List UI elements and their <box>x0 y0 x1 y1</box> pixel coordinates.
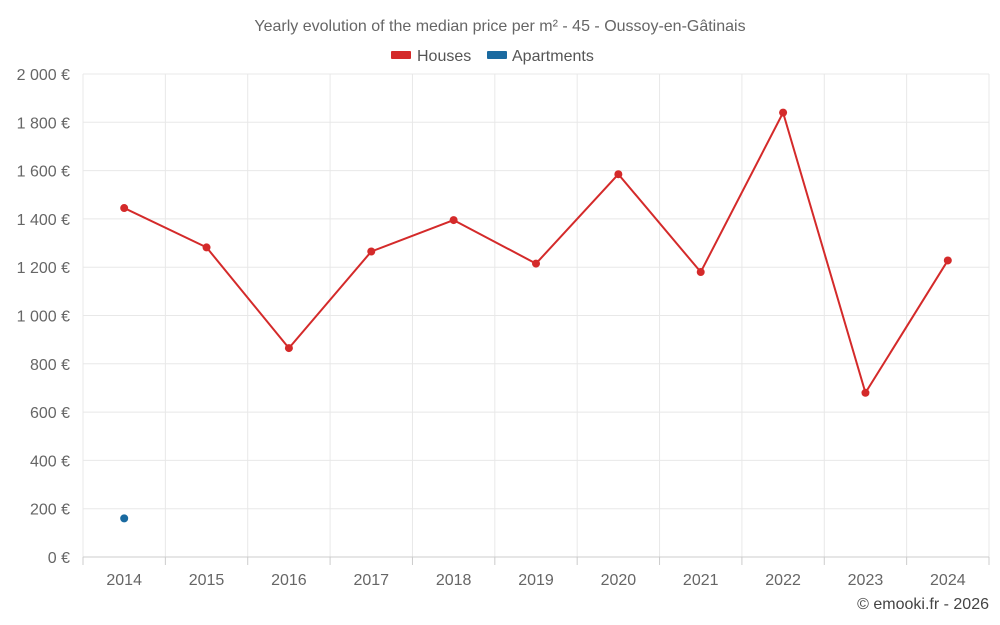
x-tick-label: 2017 <box>353 572 389 589</box>
legend-label-apartments: Apartments <box>512 48 594 65</box>
data-point-houses[interactable] <box>532 259 540 268</box>
data-point-houses[interactable] <box>367 247 376 256</box>
legend-swatch-apartments <box>487 51 507 59</box>
credit-text: © emooki.fr - 2026 <box>857 596 989 613</box>
y-tick-label: 400 € <box>30 453 70 470</box>
data-point-houses[interactable] <box>861 388 870 397</box>
y-tick-label: 1 800 € <box>17 115 70 132</box>
y-tick-label: 1 000 € <box>17 309 70 326</box>
x-tick-label: 2015 <box>189 572 225 589</box>
gridlines <box>82 73 990 557</box>
y-tick-label: 1 600 € <box>17 164 70 181</box>
x-tick-label: 2021 <box>683 572 719 589</box>
x-tick-label: 2023 <box>848 572 884 589</box>
data-point-houses[interactable] <box>696 268 705 277</box>
x-tick-label: 2016 <box>271 572 307 589</box>
legend-swatch-houses <box>391 51 411 59</box>
y-axis: 0 € 200 € 400 € 600 € 800 € 1 000 € 1 200 € 1 4… <box>17 67 70 567</box>
x-axis: 2014 2015 2016 2017 2018 2019 2020 2021 2022 2023… <box>82 556 990 589</box>
y-tick-label: 200 € <box>30 502 70 519</box>
x-tick-label: 2020 <box>601 572 637 589</box>
series-layer <box>120 108 952 523</box>
y-tick-label: 600 € <box>30 405 70 422</box>
legend-label-houses: Houses <box>417 48 471 65</box>
data-point-houses[interactable] <box>449 216 458 225</box>
x-tick-label: 2018 <box>436 572 472 589</box>
x-tick-label: 2019 <box>518 572 554 589</box>
y-tick-label: 800 € <box>30 357 70 374</box>
legend-item-apartments[interactable]: Apartments <box>487 48 594 65</box>
y-tick-label: 1 400 € <box>17 212 70 229</box>
y-tick-label: 1 200 € <box>17 260 70 277</box>
data-point-houses[interactable] <box>284 344 293 353</box>
y-tick-label: 2 000 € <box>17 67 70 84</box>
x-tick-label: 2022 <box>765 572 801 589</box>
y-tick-label: 0 € <box>48 550 70 567</box>
data-point-houses[interactable] <box>120 204 129 213</box>
chart-title: Yearly evolution of the median price per… <box>254 18 745 35</box>
data-point-apartments[interactable] <box>120 514 129 523</box>
data-point-houses[interactable] <box>779 108 788 117</box>
x-tick-label: 2024 <box>930 572 966 589</box>
legend: Houses Apartments <box>391 48 594 65</box>
legend-item-houses[interactable]: Houses <box>391 48 471 65</box>
data-point-houses[interactable] <box>943 256 952 265</box>
data-point-houses[interactable] <box>202 243 211 252</box>
x-tick-label: 2014 <box>106 572 142 589</box>
data-point-houses[interactable] <box>614 170 623 179</box>
